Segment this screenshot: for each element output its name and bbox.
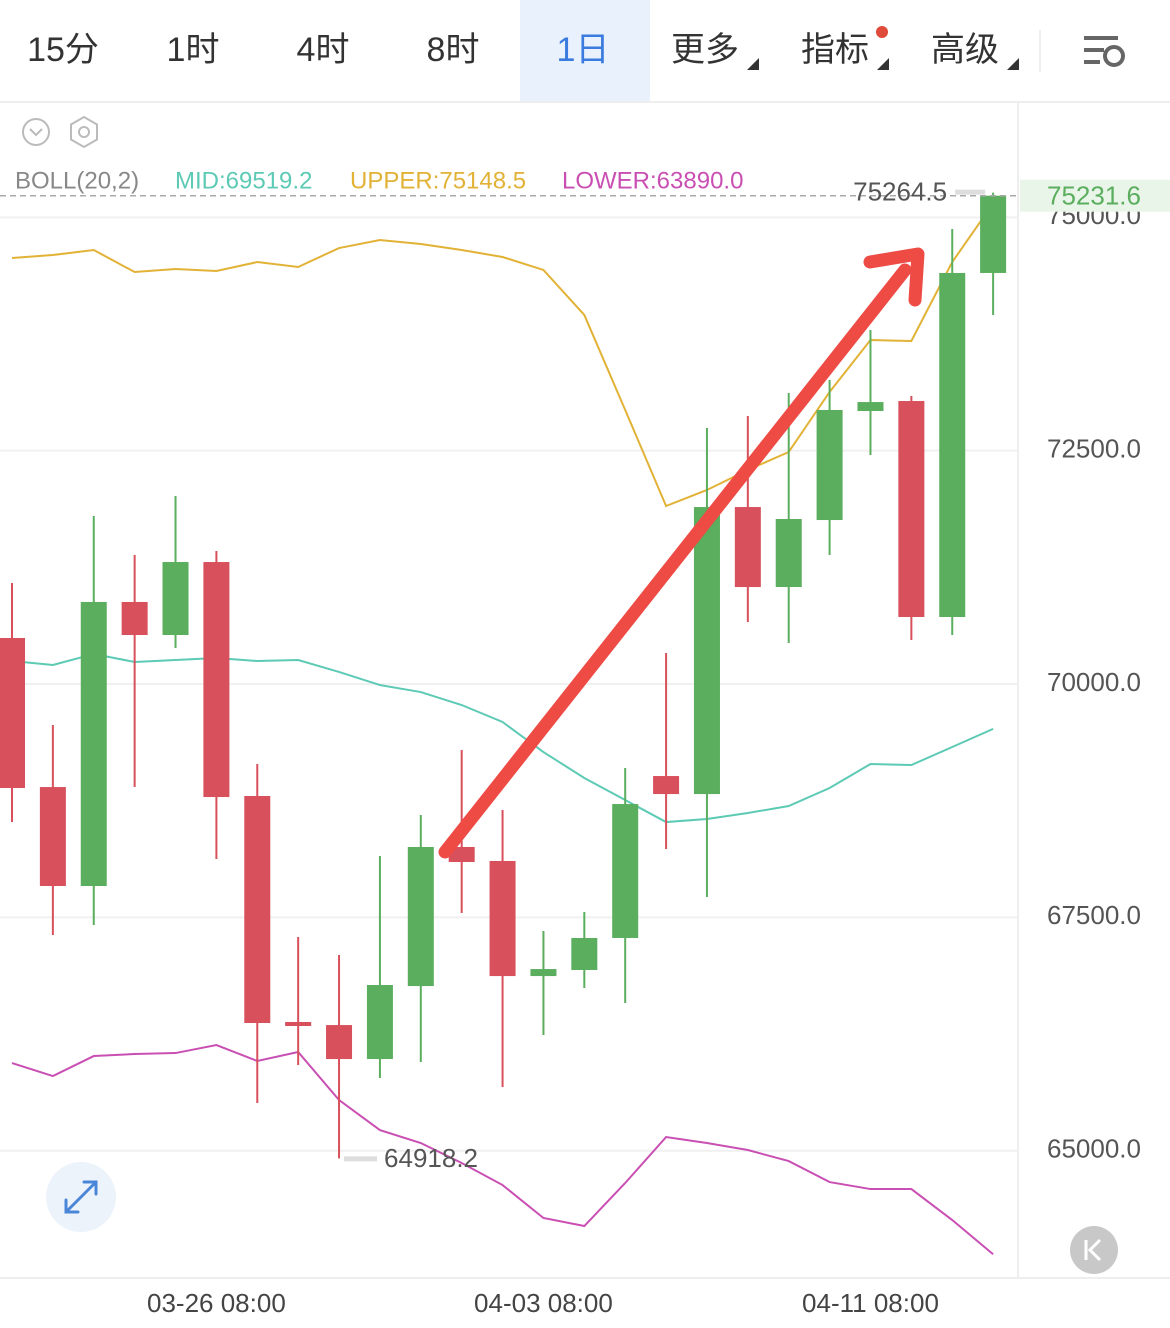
boll-legend: UPPER:75148.5	[350, 167, 526, 194]
boll-legend: MID:69519.2	[175, 167, 312, 194]
candle-body	[203, 562, 230, 798]
tab[interactable]: 1日	[557, 31, 610, 69]
x-tick-label: 04-11 08:00	[802, 1288, 939, 1318]
boll-line	[11, 653, 994, 824]
candle-body	[775, 518, 802, 588]
candle-body	[857, 402, 884, 412]
candle-body	[489, 860, 516, 977]
candle-body	[366, 985, 393, 1060]
tab[interactable]: 高级	[931, 31, 999, 69]
candle-body	[326, 1025, 353, 1060]
x-tick-label: 04-03 08:00	[474, 1288, 613, 1318]
candle-body	[939, 272, 966, 617]
active-tab-bg	[520, 0, 650, 102]
boll-legend: BOLL(20,2)	[15, 167, 139, 194]
candle-body	[162, 562, 189, 636]
badge-dot	[876, 26, 888, 38]
candle-body	[80, 601, 107, 886]
candle-body	[693, 507, 720, 795]
candle-body	[816, 409, 843, 521]
candle-body	[285, 1021, 312, 1026]
tab[interactable]: 指标	[801, 31, 869, 69]
tab[interactable]: 4时	[297, 31, 350, 69]
settings-icon[interactable]	[1084, 36, 1125, 67]
dropdown-caret	[877, 58, 889, 70]
candle-body	[39, 787, 66, 886]
boll-line	[11, 1043, 994, 1256]
y-tick-label: 70000.0	[1047, 667, 1141, 697]
candle-body	[530, 969, 557, 977]
red-arrow-annotation	[438, 247, 925, 859]
candle-body	[244, 796, 271, 1024]
candle-body	[612, 804, 639, 938]
low-label: 64918.2	[384, 1143, 478, 1173]
dropdown-caret	[1007, 58, 1019, 70]
scroll-to-latest-button[interactable]	[1070, 1226, 1118, 1274]
y-tick-label: 72500.0	[1047, 434, 1141, 464]
last-price-label: 75231.6	[1047, 181, 1141, 211]
boll-legend: LOWER:63890.0	[562, 167, 743, 194]
high-marker	[955, 189, 986, 195]
tab[interactable]: 更多	[671, 31, 739, 69]
dropdown-caret	[747, 58, 759, 70]
candle-body	[571, 937, 598, 970]
candle-body	[734, 507, 761, 588]
y-tick-label: 65000.0	[1047, 1134, 1141, 1164]
y-tick-label: 67500.0	[1047, 900, 1141, 930]
x-tick-label: 03-26 08:00	[147, 1288, 286, 1318]
tab[interactable]: 8时	[427, 31, 480, 69]
candle-body	[980, 195, 1007, 273]
candle-body	[448, 846, 475, 863]
candle-body	[898, 401, 925, 617]
low-marker	[344, 1156, 378, 1162]
expand-button[interactable]	[46, 1162, 116, 1232]
candle-body	[0, 637, 25, 788]
last-price-box	[1020, 179, 1170, 212]
tab[interactable]: 15分	[27, 31, 99, 69]
high-label: 75264.5	[853, 177, 947, 207]
candle-body	[653, 776, 680, 795]
tab[interactable]: 1时	[167, 31, 220, 69]
candle-body	[407, 846, 434, 987]
candle-body	[121, 601, 148, 636]
toolbar-icons[interactable]	[22, 115, 98, 149]
